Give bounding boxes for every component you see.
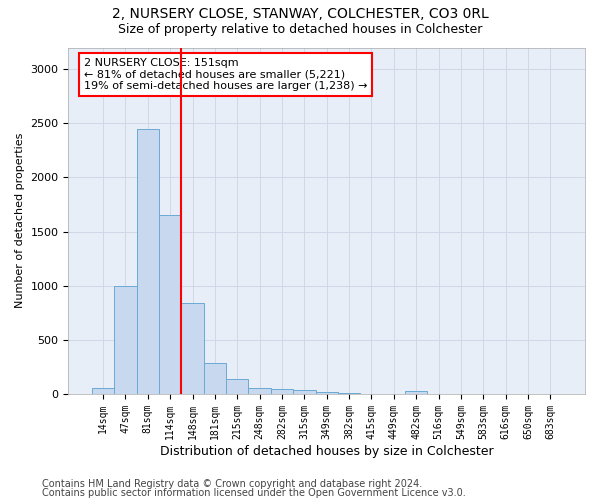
Bar — [271, 388, 293, 394]
Text: Contains public sector information licensed under the Open Government Licence v3: Contains public sector information licen… — [42, 488, 466, 498]
Text: Contains HM Land Registry data © Crown copyright and database right 2024.: Contains HM Land Registry data © Crown c… — [42, 479, 422, 489]
Bar — [114, 286, 137, 394]
Text: 2 NURSERY CLOSE: 151sqm
← 81% of detached houses are smaller (5,221)
19% of semi: 2 NURSERY CLOSE: 151sqm ← 81% of detache… — [84, 58, 367, 91]
Bar — [92, 388, 114, 394]
Bar — [204, 362, 226, 394]
Bar — [181, 303, 204, 394]
X-axis label: Distribution of detached houses by size in Colchester: Distribution of detached houses by size … — [160, 444, 494, 458]
Y-axis label: Number of detached properties: Number of detached properties — [15, 133, 25, 308]
Bar — [137, 128, 159, 394]
Bar — [159, 216, 181, 394]
Bar — [248, 388, 271, 394]
Bar — [226, 379, 248, 394]
Bar — [405, 390, 427, 394]
Text: Size of property relative to detached houses in Colchester: Size of property relative to detached ho… — [118, 22, 482, 36]
Text: 2, NURSERY CLOSE, STANWAY, COLCHESTER, CO3 0RL: 2, NURSERY CLOSE, STANWAY, COLCHESTER, C… — [112, 8, 488, 22]
Bar — [293, 390, 316, 394]
Bar — [316, 392, 338, 394]
Bar — [338, 393, 360, 394]
